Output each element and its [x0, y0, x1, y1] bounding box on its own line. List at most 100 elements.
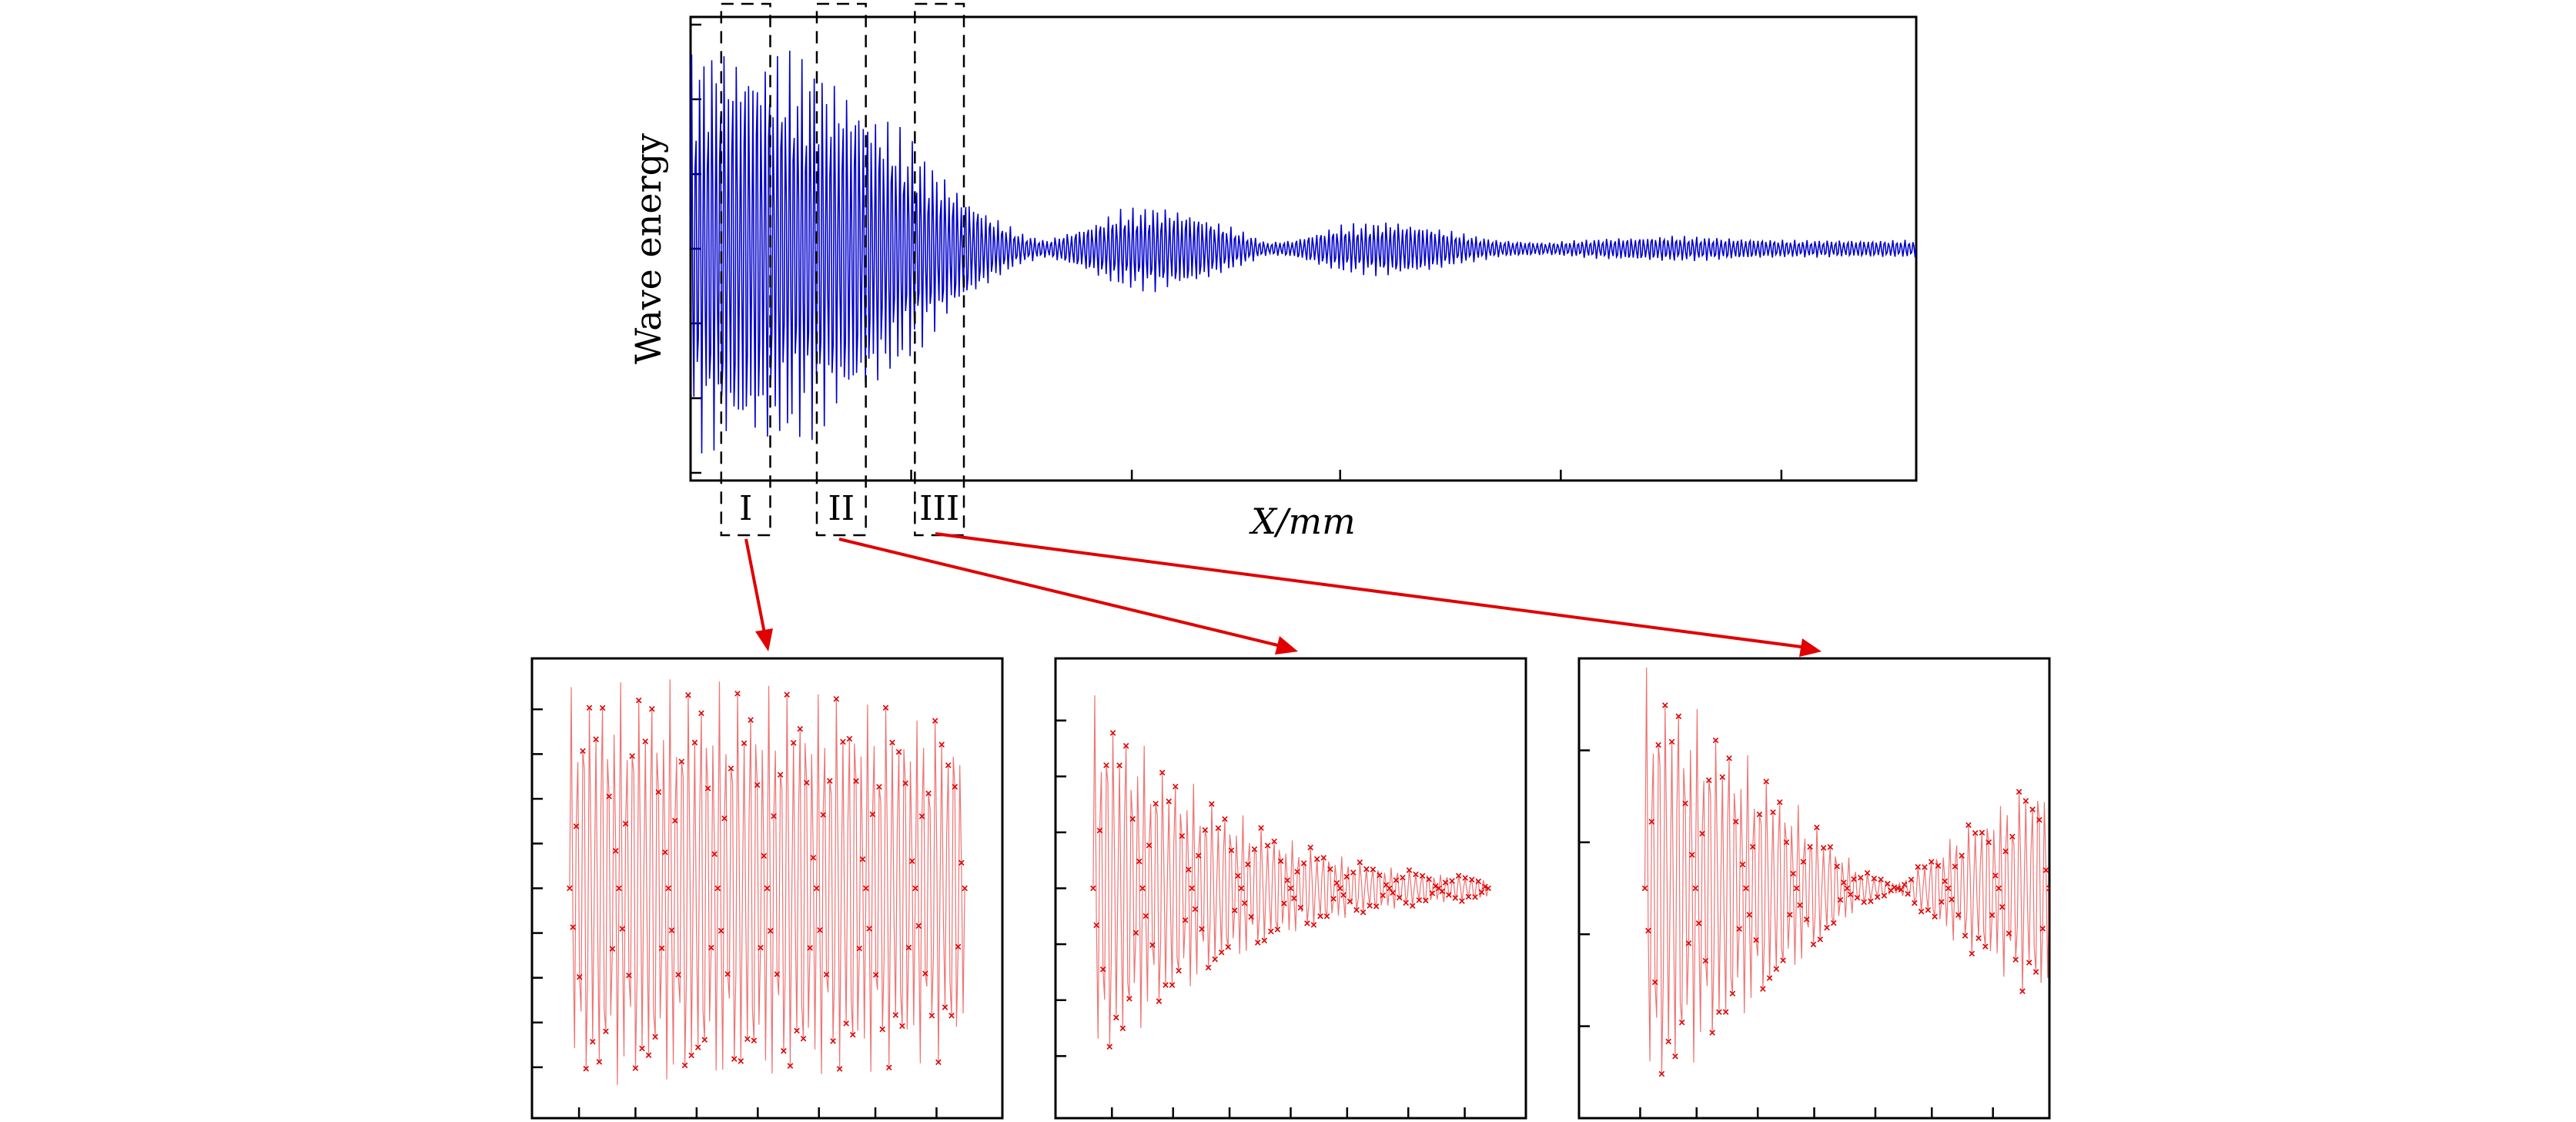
series-marker — [1225, 944, 1232, 950]
series-line — [1092, 695, 1489, 1047]
series-marker — [1830, 919, 1837, 926]
series-marker — [1478, 889, 1485, 896]
series-marker — [1258, 825, 1264, 831]
series-marker — [586, 705, 593, 711]
series-marker — [649, 705, 655, 712]
series-marker — [1277, 858, 1284, 865]
series-marker — [1343, 873, 1350, 880]
series-marker — [1320, 855, 1327, 861]
series-marker — [748, 717, 754, 723]
series-marker — [570, 924, 576, 930]
series-marker — [830, 1038, 836, 1044]
series-marker — [665, 885, 671, 892]
series-marker — [935, 1059, 942, 1066]
series-marker — [1662, 702, 1668, 708]
series-marker — [1776, 799, 1783, 805]
series-marker — [1651, 979, 1658, 986]
series-line — [1644, 667, 2049, 1074]
series-marker — [1868, 898, 1874, 905]
series-marker — [1672, 1053, 1678, 1060]
series-marker — [1945, 885, 1952, 892]
zoom-II-series — [1090, 695, 1491, 1050]
series-marker — [1817, 936, 1824, 943]
series-marker — [1935, 862, 1942, 869]
series-marker — [1841, 879, 1847, 886]
series-marker — [662, 849, 668, 856]
series-marker — [932, 718, 938, 724]
series-marker — [2002, 848, 2009, 855]
series-marker — [1729, 990, 1736, 997]
series-marker — [1736, 926, 1742, 932]
series-marker — [1702, 957, 1709, 964]
series-marker — [849, 1032, 856, 1038]
arrow-to-zoom-III — [935, 532, 1822, 657]
series-marker — [704, 785, 711, 792]
series-marker — [905, 944, 912, 951]
series-marker — [685, 692, 691, 698]
series-marker — [1416, 897, 1423, 903]
series-marker — [1810, 941, 1817, 948]
series-marker — [1989, 912, 1996, 919]
series-marker — [843, 1020, 849, 1027]
series-marker — [1232, 907, 1238, 913]
series-marker — [1797, 902, 1803, 909]
series-marker — [768, 927, 774, 934]
series-marker — [1261, 937, 1268, 944]
series-marker — [840, 739, 846, 745]
series-marker — [1096, 827, 1103, 834]
series-marker — [1173, 783, 1179, 790]
series-marker — [738, 1058, 744, 1064]
series-marker — [804, 779, 810, 786]
series-marker — [1367, 903, 1373, 909]
series-marker — [1932, 913, 1938, 920]
series-marker — [899, 1023, 905, 1030]
series-marker — [1212, 956, 1218, 963]
series-marker — [820, 812, 826, 818]
series-marker — [1459, 898, 1465, 904]
x-axis-label: X/mm — [1249, 501, 1355, 542]
series-marker — [918, 813, 925, 819]
series-marker — [1756, 811, 1763, 818]
series-marker — [1655, 742, 1661, 749]
region-boxes: I II III — [720, 2, 965, 537]
series-marker — [2036, 816, 2042, 823]
series-marker — [800, 1035, 807, 1042]
series-marker — [1370, 866, 1377, 872]
series-marker — [1268, 928, 1274, 935]
region-label-II: II — [828, 489, 855, 528]
zoom-III-series — [1641, 667, 2049, 1077]
series-marker — [1153, 800, 1159, 807]
series-marker — [724, 971, 731, 977]
series-marker — [1871, 876, 1878, 882]
series-marker — [1307, 844, 1313, 851]
series-marker — [642, 738, 649, 745]
series-marker — [1780, 957, 1786, 963]
series-marker — [1393, 877, 1400, 883]
series-marker — [632, 1065, 639, 1071]
series-marker — [1743, 885, 1749, 892]
series-marker — [1317, 913, 1323, 919]
series-marker — [671, 817, 678, 824]
series-marker — [1722, 1009, 1729, 1015]
series-marker — [1409, 903, 1416, 909]
region-box-I — [720, 2, 771, 537]
series-marker — [734, 690, 741, 697]
series-marker — [1949, 896, 1955, 903]
series-marker — [1149, 942, 1156, 949]
series-marker — [616, 885, 622, 892]
series-marker — [698, 710, 704, 716]
zoom-I-ticks — [532, 708, 938, 1118]
series-marker — [925, 790, 932, 797]
series-marker — [1485, 885, 1491, 892]
series-marker — [2019, 988, 2026, 994]
series-marker — [1176, 967, 1182, 974]
series-marker — [1827, 844, 1834, 850]
series-marker — [1992, 872, 1999, 879]
series-marker — [721, 815, 728, 822]
series-marker — [1245, 861, 1251, 868]
series-marker — [948, 1013, 955, 1019]
series-marker — [1390, 889, 1396, 896]
series-marker — [1719, 774, 1726, 780]
series-marker — [1313, 856, 1320, 862]
series-marker — [810, 855, 817, 861]
